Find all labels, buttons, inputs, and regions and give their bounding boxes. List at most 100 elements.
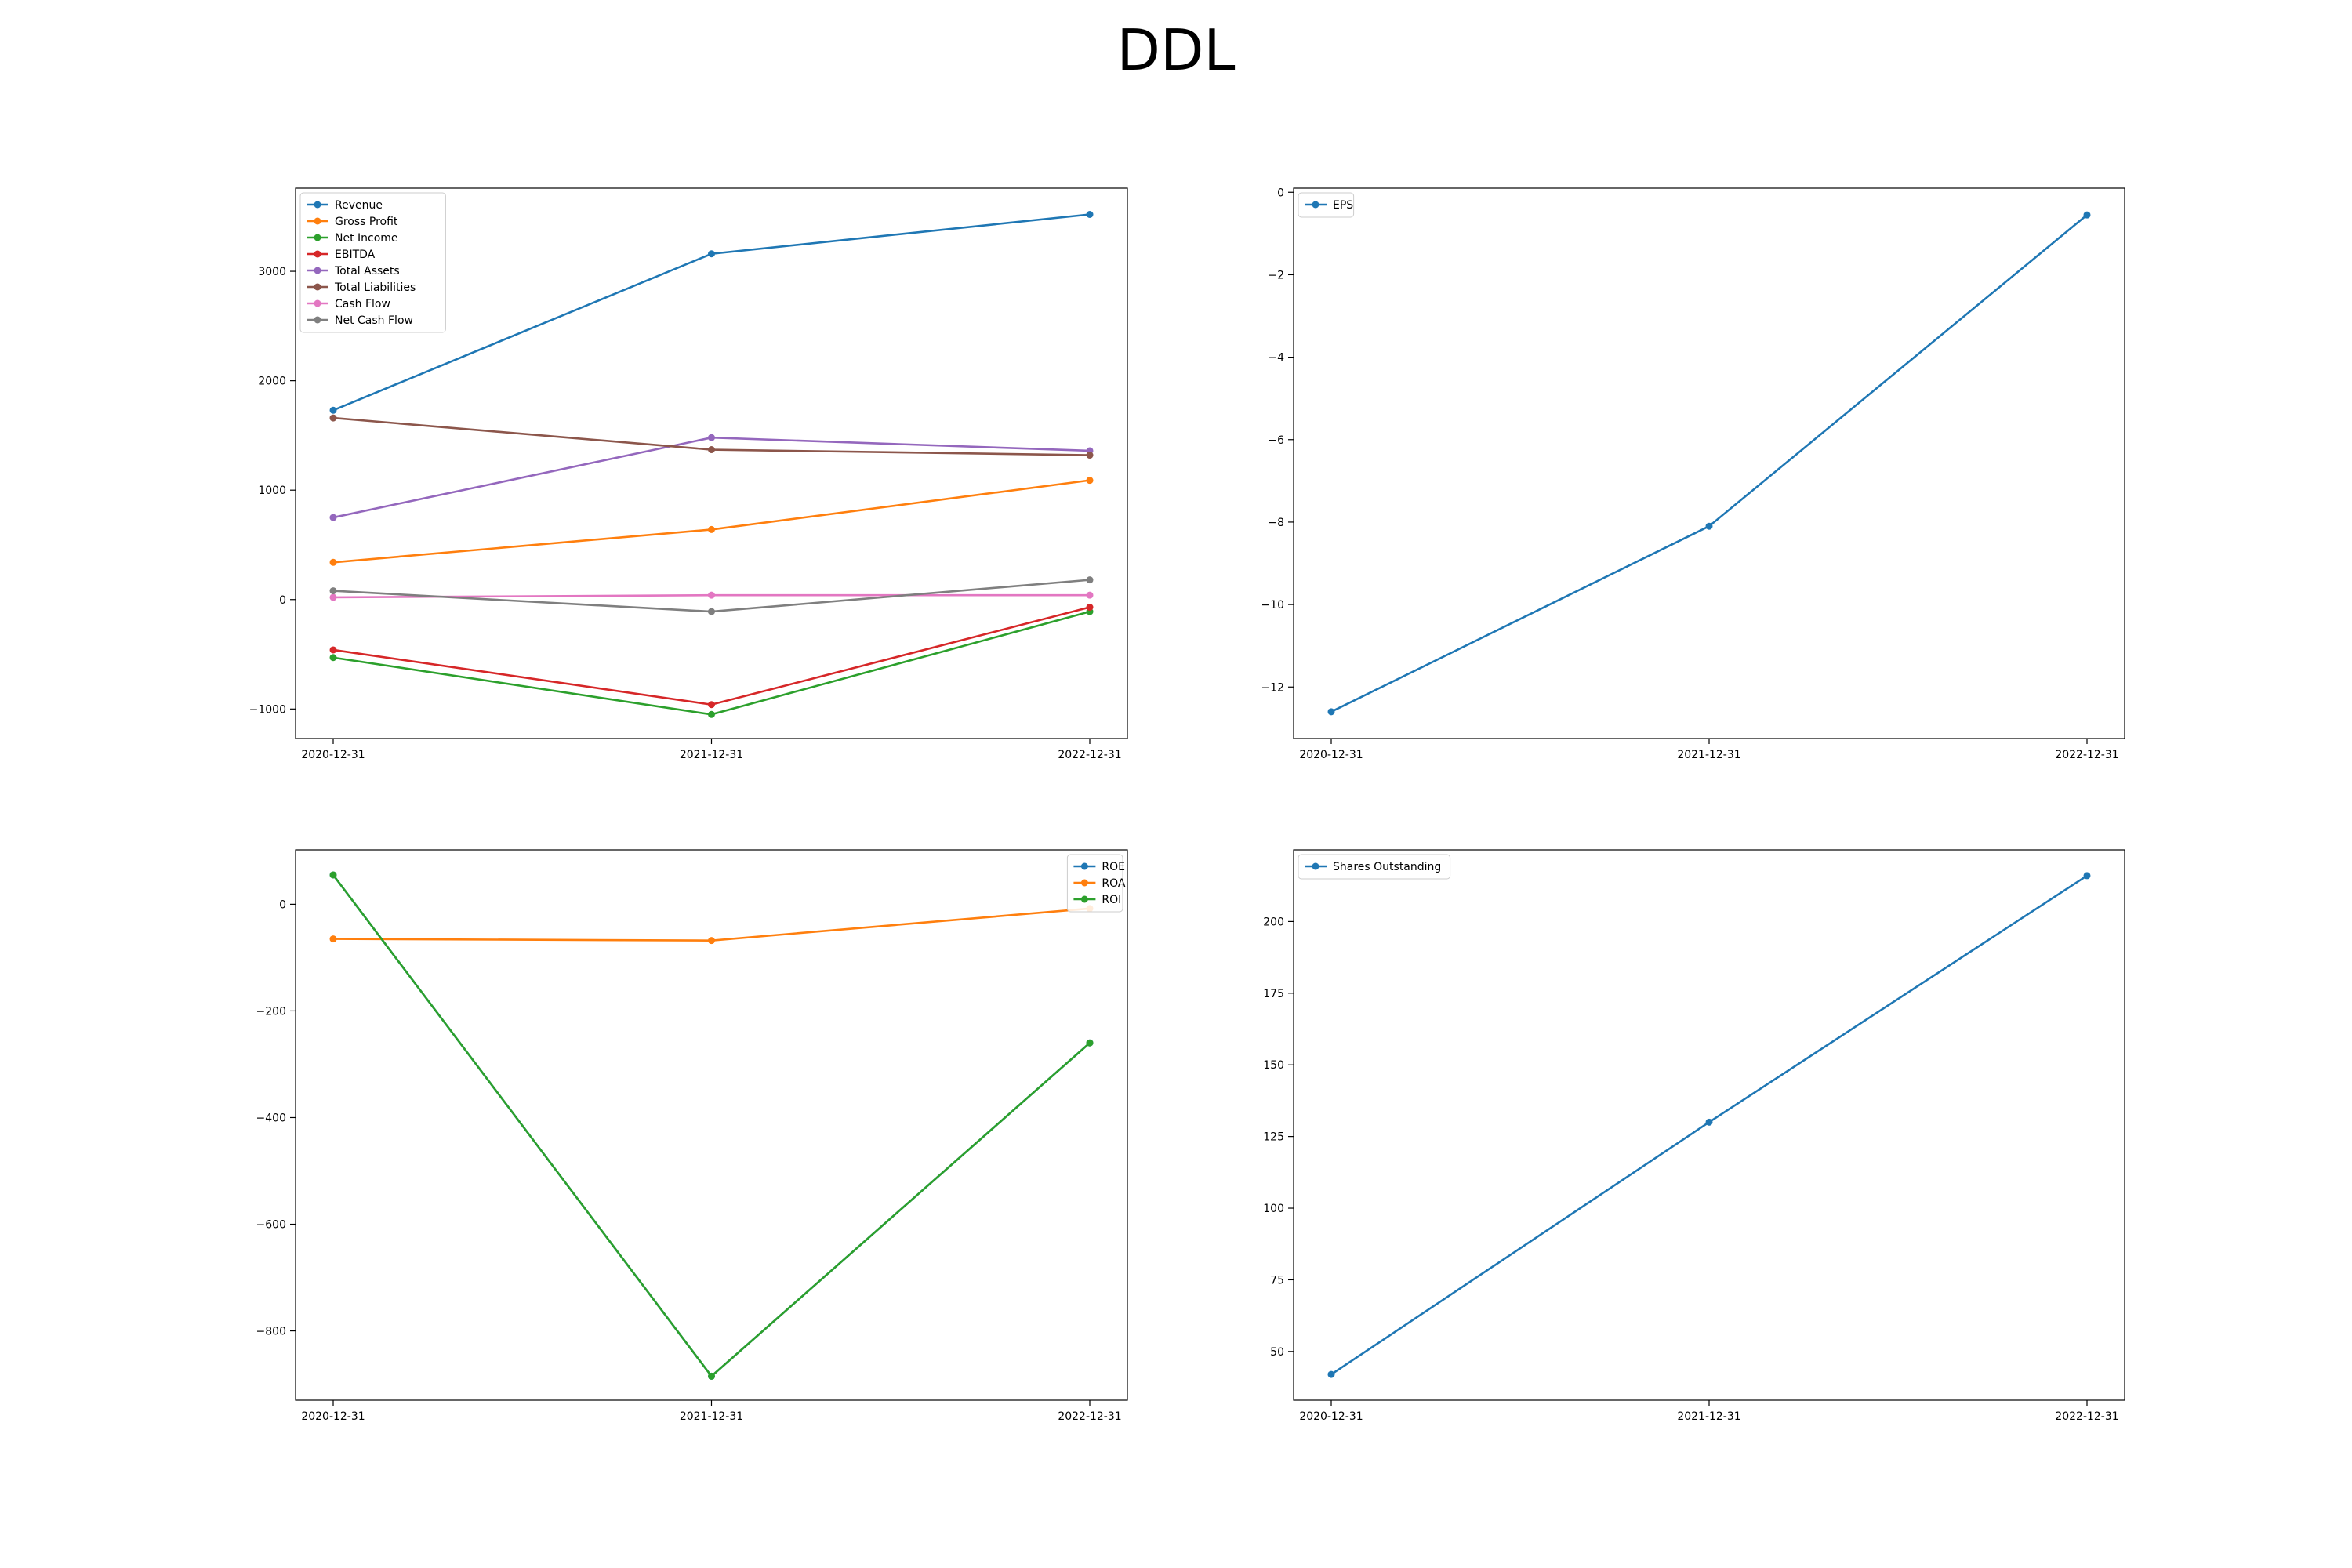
series-line-net-income [332,610,1091,716]
chart-roe-roa-roi: 2020-12-31 2021-12-31 2022-12-31 −800 −600 −4… [256,849,1128,1423]
legend-marker [1080,879,1088,887]
legend-label: Cash Flow [335,298,390,310]
data-point [2083,211,2091,219]
legend-marker [314,316,321,324]
data-point [708,608,715,615]
legend-marker [314,234,321,241]
x-tick-label: 2020-12-31 [301,1410,365,1423]
legend: Shares Outstanding [1298,854,1451,880]
chart-shares-outstanding: 2020-12-31 2021-12-31 2022-12-31 50 75 100 125… [1263,849,2125,1423]
series-line-eps [1330,214,2088,713]
data-point [329,935,337,943]
x-tick-label: 2020-12-31 [1299,1410,1363,1423]
plot-frame [295,849,1128,1401]
data-point [708,701,715,709]
y-tick-label: −12 [1261,681,1284,694]
data-point [1327,1370,1335,1378]
y-tick-label: 2000 [258,376,286,388]
x-tick-label: 2022-12-31 [1058,749,1121,761]
y-tick-label: 3000 [258,266,286,278]
legend-label: Gross Profit [335,216,398,228]
data-point [708,525,715,533]
legend-marker [314,250,321,258]
data-point [1086,452,1094,459]
legend-label: ROI [1102,894,1121,906]
legend-marker [314,267,321,274]
y-tick-label: −2 [1268,269,1284,281]
data-point [1086,576,1094,584]
legend-marker [1080,895,1088,903]
series-line-roa [332,907,1091,942]
data-point [329,654,337,662]
x-tick-label: 2021-12-31 [1677,1410,1740,1423]
series-line-ebitda [332,606,1091,706]
y-tick-label: 125 [1263,1131,1284,1144]
data-point [329,646,337,654]
x-tick-label: 2021-12-31 [680,749,743,761]
legend-marker [314,201,321,209]
data-point [1086,591,1094,599]
data-point [329,871,337,879]
legend-box [1298,854,1451,880]
y-tick-label: −200 [256,1005,286,1018]
legend-label: Shares Outstanding [1333,861,1441,873]
x-tick-label: 2020-12-31 [1299,749,1363,761]
legend-label: Net Cash Flow [335,314,413,327]
data-point [708,937,715,945]
y-tick-label: −6 [1268,434,1284,447]
y-tick-label: −1000 [249,703,286,716]
series-line-roe [332,874,1091,1378]
figure-title: DDL [1116,17,1236,83]
y-tick-label: 175 [1263,988,1284,1000]
legend-label: Net Income [335,232,398,245]
data-point [1705,522,1713,530]
chart-eps: 2020-12-31 2021-12-31 2022-12-31 −12 −10 −8 −6… [1261,187,2125,761]
data-point [708,1372,715,1380]
y-tick-label: −600 [256,1219,286,1232]
legend-box [299,192,446,333]
legend-marker [314,217,321,225]
legend: ROE ROA ROI [1066,854,1126,913]
legend-marker [1312,862,1319,870]
y-tick-label: 0 [1277,187,1284,199]
legend-label: Revenue [335,199,383,212]
y-tick-label: 1000 [258,485,286,497]
y-tick-label: 50 [1270,1346,1284,1359]
data-point [1086,477,1094,485]
x-tick-label: 2021-12-31 [1677,749,1740,761]
x-tick-label: 2021-12-31 [680,1410,743,1423]
legend-marker [314,283,321,291]
x-tick-label: 2022-12-31 [2055,749,2118,761]
legend-label: EBITDA [335,249,376,261]
data-point [329,514,337,521]
data-point [708,591,715,599]
legend-label: Total Liabilities [334,281,416,294]
legend-label: Total Assets [334,265,400,278]
data-point [708,446,715,454]
data-point [708,250,715,258]
y-tick-label: 75 [1270,1274,1284,1287]
data-point [708,434,715,441]
series-line-roi [332,874,1091,1378]
data-point [329,587,337,595]
x-tick-label: 2022-12-31 [2055,1410,2118,1423]
legend-label: ROA [1102,877,1126,890]
chart-revenue-financials: 2020-12-31 2021-12-31 2022-12-31 −1000 0 1000… [249,187,1128,761]
data-point [1705,1118,1713,1126]
y-tick-label: 200 [1263,916,1284,928]
y-tick-label: 150 [1263,1059,1284,1072]
data-point [329,414,337,422]
y-tick-label: −4 [1268,352,1284,365]
x-tick-label: 2020-12-31 [301,749,365,761]
data-point [329,558,337,566]
y-tick-label: 0 [279,898,286,911]
data-point [1086,604,1094,612]
y-tick-label: −8 [1268,517,1284,529]
legend: Revenue Gross Profit Net Income EBITDA Total… [299,192,446,333]
data-point [1086,210,1094,218]
y-tick-label: −800 [256,1326,286,1338]
x-tick-label: 2022-12-31 [1058,1410,1121,1423]
y-tick-label: −400 [256,1112,286,1124]
data-point [708,710,715,718]
plot-frame [1293,187,2125,739]
